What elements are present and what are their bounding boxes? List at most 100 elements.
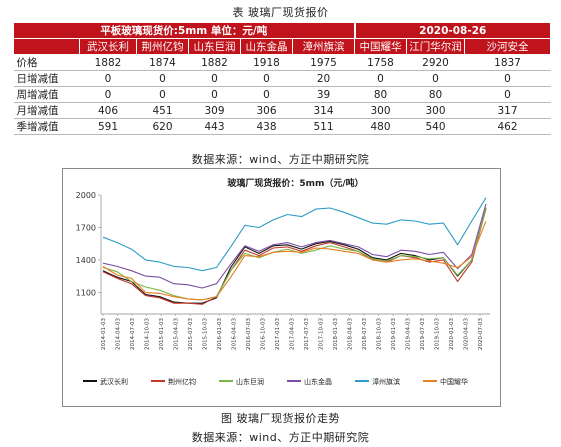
x-tick-label: 2020-07-03 [478, 318, 484, 350]
x-tick-label: 2019-10-03 [435, 318, 441, 350]
legend-label: 山东金晶 [304, 377, 332, 386]
table-cell: 0 [240, 86, 293, 103]
series-line [102, 220, 487, 301]
table-cell: 443 [188, 118, 241, 135]
table-cell: 1837 [464, 54, 551, 71]
table-cell: 0 [136, 70, 189, 87]
legend-label: 武汉长利 [100, 377, 128, 386]
x-tick-label: 2018-04-03 [348, 318, 354, 350]
x-tick-label: 2014-01-03 [101, 318, 107, 350]
table-cell: 438 [240, 118, 293, 135]
table-row: 日增减值 0 0 0 0 20 0 0 0 [13, 70, 551, 87]
x-tick-label: 2016-07-03 [246, 318, 252, 350]
table-header-date: 2020-08-26 [353, 22, 552, 39]
row-label: 周增减值 [13, 86, 80, 103]
table-cell: 591 [79, 118, 137, 135]
table-row: 周增减值 0 0 0 0 39 80 80 0 [13, 86, 551, 103]
figure-source-note: 数据来源：wind、方正中期研究院 [191, 431, 370, 444]
table-cell: 0 [188, 70, 241, 87]
x-tick-label: 2018-07-03 [362, 318, 368, 350]
row-label: 季增减值 [13, 118, 80, 135]
x-tick-label: 2019-07-03 [420, 318, 426, 350]
legend-label: 荆州亿钧 [168, 377, 196, 386]
x-tick-label: 2020-01-03 [449, 318, 455, 350]
series-line [102, 203, 487, 289]
column-header: 山东巨润 [188, 38, 241, 55]
x-tick-label: 2014-07-03 [130, 318, 136, 350]
table-cell: 1975 [292, 54, 355, 71]
x-tick-label: 2018-01-03 [333, 318, 339, 350]
column-header: 中国耀华 [354, 38, 408, 55]
table-header-main: 平板玻璃现货价:5mm 单位：元/吨 [12, 22, 356, 39]
x-tick-label: 2019-01-03 [391, 318, 397, 350]
table-cell: 0 [464, 86, 551, 103]
row-label: 日增减值 [13, 70, 80, 87]
table-header-row: 平板玻璃现货价:5mm 单位：元/吨 2020-08-26 [12, 22, 552, 39]
x-tick-label: 2017-07-03 [304, 318, 310, 350]
x-tick-label: 2015-10-03 [203, 318, 209, 350]
x-tick-label: 2016-04-03 [232, 318, 238, 350]
table-cell: 1882 [79, 54, 137, 71]
x-tick-label: 2014-10-03 [145, 318, 151, 350]
table-cell: 20 [292, 70, 355, 87]
table-cell: 0 [240, 70, 293, 87]
x-tick-label: 2017-01-03 [275, 318, 281, 350]
column-header: 山东金晶 [240, 38, 293, 55]
table-cell: 0 [136, 86, 189, 103]
price-chart-svg: 玻璃厂现货报价：5mm（元/吨） 1100 1400 1700 2000 2014-01-… [76, 177, 490, 386]
table-cell: 317 [464, 102, 551, 119]
table-cell: 309 [188, 102, 241, 119]
table-cell: 39 [292, 86, 355, 103]
table-cell: 2920 [406, 54, 465, 71]
chart-title: 玻璃厂现货报价：5mm（元/吨） [227, 177, 363, 189]
x-tick-label: 2016-10-03 [261, 318, 267, 350]
column-header: 荆州亿钧 [136, 38, 189, 55]
table-row: 月增减值 406 451 309 306 314 300 300 317 [13, 102, 551, 119]
table-cell: 300 [406, 102, 465, 119]
x-tick-label: 2014-04-03 [116, 318, 122, 350]
x-tick-label: 2015-04-03 [174, 318, 180, 350]
table-cell: 1918 [240, 54, 293, 71]
price-chart: 玻璃厂现货报价：5mm（元/吨） 1100 1400 1700 2000 2014-01-… [62, 168, 501, 407]
x-tick-label: 2019-04-03 [406, 318, 412, 350]
table-cell: 1758 [354, 54, 407, 71]
legend-label: 中国耀华 [440, 377, 468, 386]
legend-label: 漳州旗滨 [372, 377, 400, 386]
figure-caption: 图 玻璃厂现货报价走势 [221, 412, 340, 425]
series-line [102, 207, 487, 304]
table-cell: 80 [406, 86, 465, 103]
series-line [102, 197, 487, 272]
table-row: 季增减值 591 620 443 438 511 480 540 462 [13, 118, 551, 135]
y-tick-label: 1400 [76, 256, 96, 265]
y-tick-label: 2000 [76, 191, 96, 200]
x-tick-label: 2016-01-03 [217, 318, 223, 350]
row-label: 价格 [13, 54, 80, 71]
row-label: 月增减值 [13, 102, 80, 119]
table-cell: 0 [79, 70, 137, 87]
y-tick-label: 1100 [76, 288, 96, 297]
column-header-blank [13, 38, 80, 55]
table-cell: 0 [188, 86, 241, 103]
x-tick-label: 2017-04-03 [290, 318, 296, 350]
table-cell: 300 [354, 102, 407, 119]
table-cell: 462 [464, 118, 551, 135]
table-cell: 1882 [188, 54, 241, 71]
legend-label: 山东巨润 [236, 377, 264, 386]
x-tick-label: 2017-10-03 [319, 318, 325, 350]
table-cell: 0 [354, 70, 407, 87]
table-cell: 620 [136, 118, 189, 135]
table-cell: 314 [292, 102, 355, 119]
x-tick-label: 2018-10-03 [377, 318, 383, 350]
table-cell: 80 [354, 86, 407, 103]
x-tick-label: 2020-04-03 [464, 318, 470, 350]
table-cell: 480 [354, 118, 407, 135]
table-cell: 306 [240, 102, 293, 119]
table-cell: 0 [79, 86, 137, 103]
table-cell: 540 [406, 118, 465, 135]
x-tick-label: 2015-01-03 [159, 318, 165, 350]
table-cell: 0 [464, 70, 551, 87]
table-source-note: 数据来源：wind、方正中期研究院 [191, 153, 370, 166]
column-header: 漳州旗滨 [291, 38, 356, 55]
table-cell: 0 [406, 70, 465, 87]
table-cell: 406 [79, 102, 137, 119]
